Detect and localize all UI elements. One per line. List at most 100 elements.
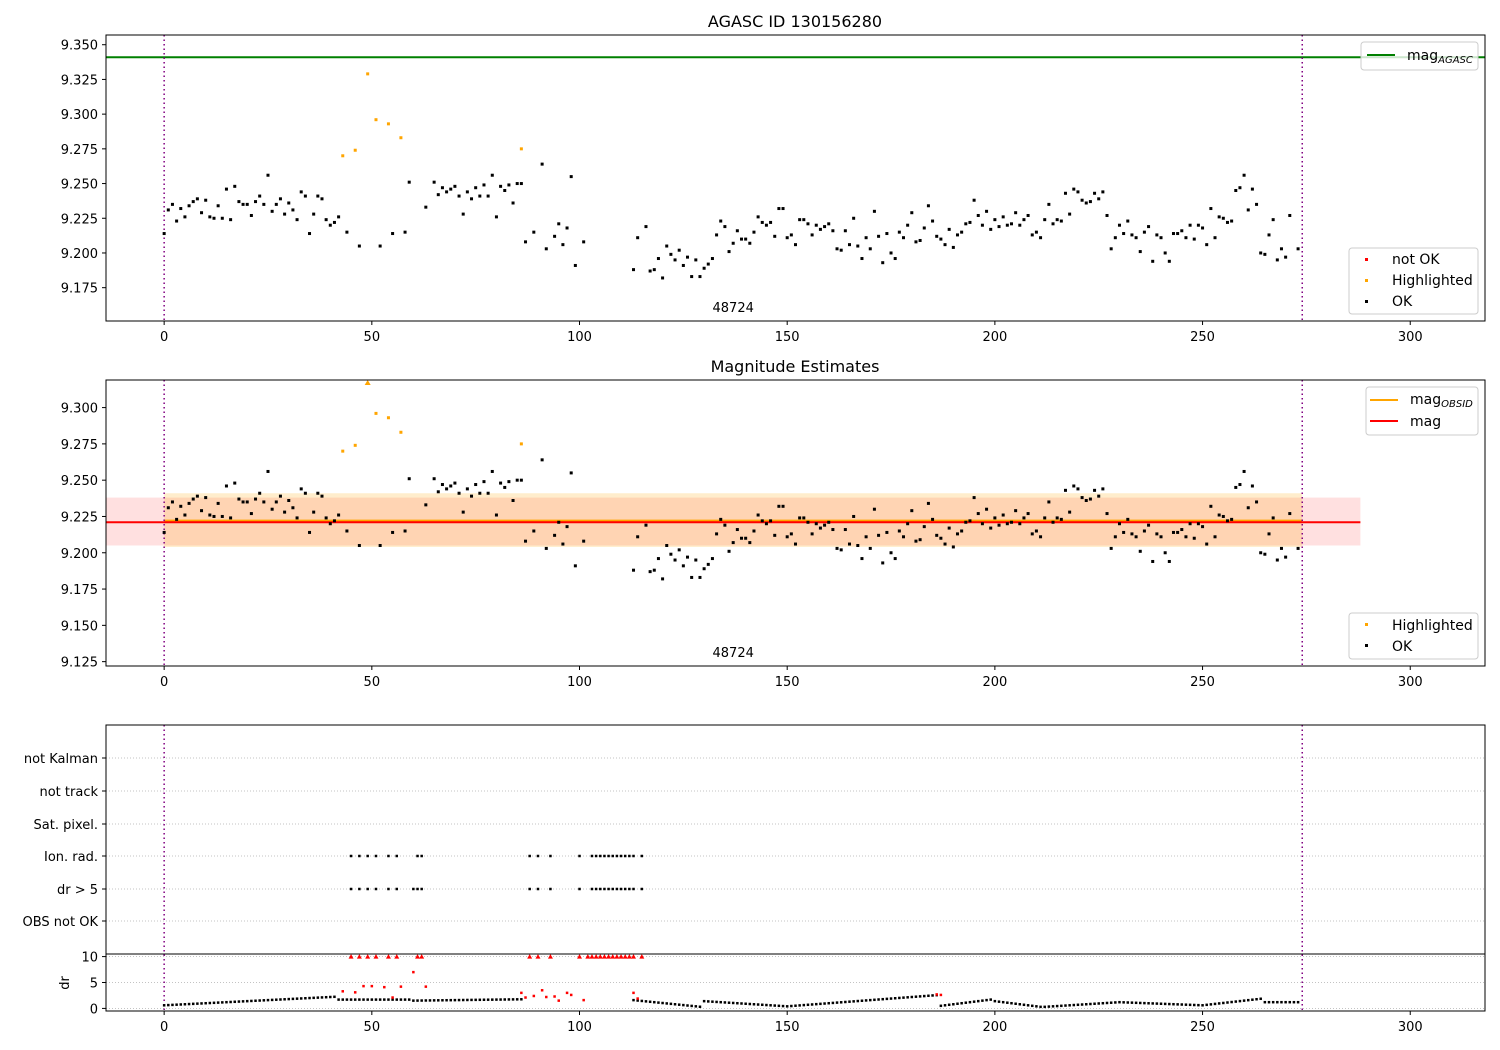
- flag-point: [632, 854, 635, 858]
- dr-point: [337, 998, 340, 1001]
- ok-point: [474, 483, 478, 487]
- ok-point: [258, 491, 262, 495]
- dr-point: [993, 999, 997, 1003]
- ok-point: [897, 529, 901, 533]
- ok-point: [648, 269, 652, 273]
- ok-point: [760, 519, 764, 523]
- ok-point: [1076, 487, 1080, 491]
- dr-point: [748, 1002, 752, 1006]
- ok-point: [187, 204, 191, 208]
- dr-clipped-marker: [618, 954, 624, 959]
- ok-point: [1117, 223, 1121, 227]
- ok-point: [764, 522, 768, 526]
- dr-point: [461, 998, 465, 1002]
- highlighted-point: [353, 148, 357, 152]
- y-tick-label: 9.275: [61, 438, 98, 453]
- ok-point: [669, 552, 673, 556]
- ok-point: [1109, 546, 1113, 550]
- dr-point: [1205, 1003, 1208, 1007]
- ok-point: [810, 532, 814, 536]
- dr-point: [329, 995, 332, 999]
- dr-point: [1222, 1001, 1225, 1005]
- ok-point: [378, 544, 382, 548]
- dr-point: [1126, 1001, 1130, 1004]
- dr-point: [266, 998, 270, 1002]
- ok-point: [1080, 496, 1084, 500]
- legend-not-ok-label: not OK: [1392, 252, 1440, 268]
- ok-point: [324, 516, 328, 520]
- ok-point: [723, 225, 727, 229]
- ok-point: [1138, 549, 1142, 553]
- dr-point: [653, 1000, 656, 1004]
- ok-point: [187, 501, 191, 505]
- ok-point: [1151, 559, 1155, 563]
- ok-point: [989, 526, 993, 530]
- ok-point: [1034, 529, 1038, 533]
- svg-text:magOBSID: magOBSID: [1410, 392, 1473, 410]
- ok-point: [1271, 516, 1275, 520]
- ok-point: [503, 485, 507, 489]
- ok-point: [744, 536, 748, 540]
- ok-point: [677, 248, 681, 252]
- ok-point: [1159, 535, 1163, 539]
- ok-point: [1159, 236, 1163, 240]
- dr-point: [1284, 1000, 1287, 1004]
- ok-point: [573, 564, 577, 568]
- ok-point: [565, 226, 569, 230]
- dr-highlight-point: [582, 998, 585, 1002]
- highlighted-point: [353, 443, 357, 447]
- dr-point: [810, 1003, 814, 1006]
- ok-point: [1259, 551, 1263, 555]
- ok-point: [1205, 243, 1209, 247]
- ok-point: [665, 244, 669, 248]
- ok-point: [910, 211, 914, 215]
- dr-point: [287, 997, 291, 1001]
- ok-point: [1284, 555, 1288, 559]
- ok-point: [914, 539, 918, 543]
- ok-point: [681, 263, 685, 267]
- ok-point: [831, 528, 835, 532]
- ok-point: [1263, 252, 1267, 256]
- dr-point: [927, 994, 930, 998]
- ok-point: [532, 529, 536, 533]
- ok-point: [727, 250, 731, 254]
- ok-point: [1180, 528, 1184, 532]
- ok-point: [216, 204, 220, 208]
- dr-highlight-point: [532, 994, 536, 998]
- ok-point: [1130, 233, 1134, 237]
- ok-point: [303, 491, 307, 495]
- ok-point: [636, 236, 640, 240]
- flag-row-label: dr > 5: [57, 883, 98, 898]
- y-tick-label: 9.150: [61, 619, 98, 634]
- ok-point: [328, 522, 332, 526]
- ok-point: [1230, 219, 1234, 223]
- dr-point: [1213, 1002, 1217, 1006]
- ok-point: [835, 247, 839, 251]
- dr-point: [279, 998, 282, 1001]
- ok-point: [1088, 200, 1092, 204]
- ok-point: [922, 525, 926, 529]
- ok-point: [1001, 513, 1005, 517]
- ok-point: [432, 180, 436, 184]
- ok-point: [258, 194, 262, 198]
- dr-highlight-point: [353, 991, 357, 994]
- y-tick-label: 9.300: [61, 108, 98, 123]
- dr-clipped-marker: [610, 954, 616, 959]
- dr-point: [740, 1002, 743, 1005]
- y-tick-label: 9.175: [61, 282, 98, 297]
- ok-point: [773, 234, 777, 238]
- dr-point: [1276, 1000, 1279, 1004]
- ok-point: [980, 223, 984, 227]
- flag-point: [623, 887, 627, 891]
- ok-point: [403, 529, 407, 533]
- ok-point: [918, 238, 922, 242]
- x-tick-label: 100: [567, 330, 592, 345]
- flag-point: [416, 887, 419, 891]
- ok-point: [582, 240, 586, 244]
- dr-clipped-marker: [547, 954, 553, 959]
- ok-point: [951, 245, 955, 249]
- ok-point: [1225, 519, 1229, 523]
- dr-point: [221, 1001, 224, 1004]
- ok-point: [204, 198, 208, 202]
- dr-point: [682, 1003, 685, 1007]
